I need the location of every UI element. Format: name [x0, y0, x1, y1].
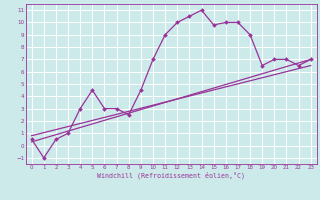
X-axis label: Windchill (Refroidissement éolien,°C): Windchill (Refroidissement éolien,°C)	[97, 172, 245, 179]
